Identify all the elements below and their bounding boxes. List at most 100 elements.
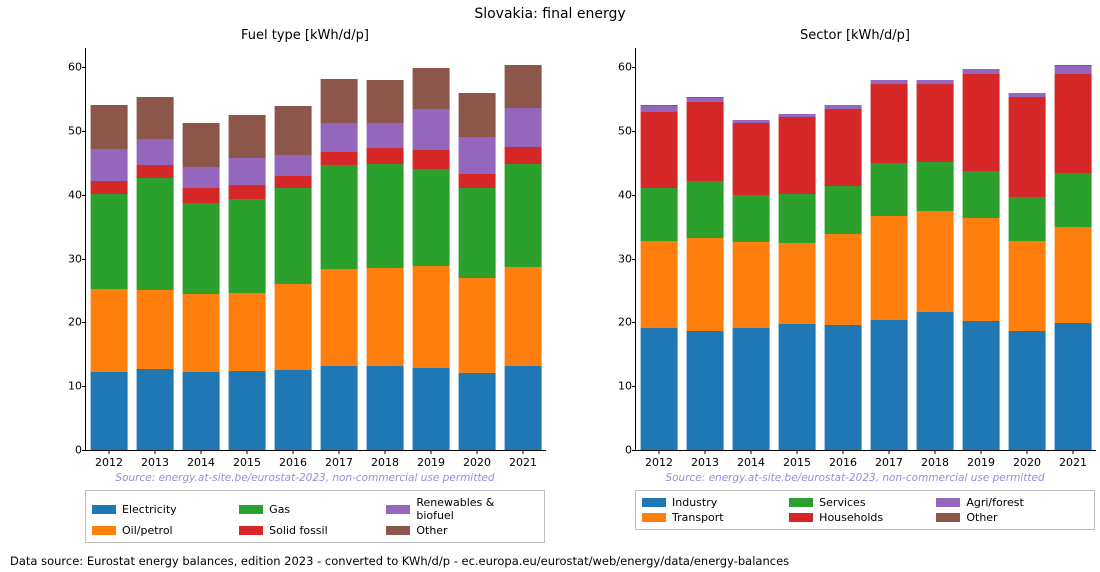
bar-segment: [183, 203, 220, 294]
left-source-note: Source: energy.at-site.be/eurostat-2023,…: [55, 472, 555, 484]
bar-segment: [1055, 65, 1092, 66]
legend-label: Gas: [269, 503, 290, 516]
bar-segment: [321, 152, 358, 165]
bar-segment: [413, 368, 450, 450]
legend-swatch: [789, 498, 813, 507]
bar-segment: [229, 115, 266, 158]
bar-segment: [505, 164, 542, 267]
bar-segment: [1055, 74, 1092, 174]
legend-label: Solid fossil: [269, 524, 327, 537]
x-tick-label: 2014: [187, 456, 215, 469]
bar-segment: [321, 269, 358, 367]
bar-segment: [275, 155, 312, 176]
bar-segment: [687, 102, 724, 181]
bar-segment: [963, 74, 1000, 172]
bar-segment: [137, 139, 174, 165]
legend-label: Industry: [672, 496, 717, 509]
bar-segment: [459, 188, 496, 278]
legend-item: Gas: [239, 495, 386, 523]
bar-segment: [505, 267, 542, 367]
bar-segment: [733, 242, 770, 328]
bar-segment: [871, 84, 908, 162]
x-tick-label: 2013: [141, 456, 169, 469]
bar-segment: [91, 181, 128, 194]
left-plot-area: 0102030405060201220132014201520162017201…: [85, 48, 546, 451]
bar-segment: [229, 371, 266, 450]
bar-segment: [825, 186, 862, 234]
legend-item: Services: [789, 495, 936, 510]
legend-swatch: [386, 505, 410, 514]
bar-segment: [275, 188, 312, 284]
bar-segment: [275, 370, 312, 450]
y-tick-label: 20: [606, 316, 632, 329]
right-source-note: Source: energy.at-site.be/eurostat-2023,…: [605, 472, 1100, 484]
legend-swatch: [789, 513, 813, 522]
bar-segment: [1009, 331, 1046, 450]
bar-segment: [917, 80, 954, 84]
x-tick-label: 2012: [95, 456, 123, 469]
bar-segment: [1055, 227, 1092, 323]
bar-segment: [413, 150, 450, 169]
x-tick-label: 2016: [279, 456, 307, 469]
legend-item: Other: [936, 510, 1083, 525]
legend-swatch: [239, 505, 263, 514]
legend-swatch: [642, 498, 666, 507]
legend-label: Other: [416, 524, 447, 537]
legend-label: Renewables & biofuel: [416, 496, 533, 522]
x-tick-label: 2018: [921, 456, 949, 469]
y-tick-label: 40: [606, 188, 632, 201]
bar-segment: [137, 290, 174, 369]
bar-segment: [825, 325, 862, 450]
bar-segment: [367, 268, 404, 366]
bar-segment: [459, 93, 496, 138]
bar-segment: [963, 321, 1000, 450]
bar-segment: [321, 165, 358, 269]
legend-item: Renewables & biofuel: [386, 495, 533, 523]
bar-segment: [275, 106, 312, 154]
left-subplot: Fuel type [kWh/d/p] 01020304050602012201…: [55, 30, 555, 480]
bar-segment: [825, 109, 862, 186]
bar-segment: [779, 243, 816, 325]
legend-item: Households: [789, 510, 936, 525]
bar-segment: [413, 68, 450, 109]
bar-segment: [641, 188, 678, 241]
bar-segment: [1009, 93, 1046, 97]
bar-segment: [183, 167, 220, 189]
bar-segment: [871, 80, 908, 84]
bar-segment: [91, 289, 128, 372]
bar-segment: [321, 123, 358, 152]
bar-segment: [825, 105, 862, 109]
legend-label: Agri/forest: [966, 496, 1024, 509]
legend-swatch: [936, 498, 960, 507]
y-tick-label: 50: [606, 124, 632, 137]
bar-segment: [917, 162, 954, 212]
bar-segment: [917, 211, 954, 312]
x-tick-label: 2015: [783, 456, 811, 469]
bar-segment: [229, 185, 266, 198]
bar-segment: [1009, 97, 1046, 197]
legend-item: Agri/forest: [936, 495, 1083, 510]
bar-segment: [459, 174, 496, 189]
x-tick-label: 2016: [829, 456, 857, 469]
bar-segment: [229, 158, 266, 185]
x-tick-label: 2019: [417, 456, 445, 469]
bar-segment: [367, 148, 404, 164]
legend-item: Oil/petrol: [92, 523, 239, 538]
bar-segment: [871, 163, 908, 217]
bar-segment: [963, 218, 1000, 321]
bar-segment: [459, 137, 496, 173]
bar-segment: [137, 369, 174, 450]
y-tick-label: 10: [56, 380, 82, 393]
left-axis-title: Fuel type [kWh/d/p]: [55, 28, 555, 43]
legend-item: Solid fossil: [239, 523, 386, 538]
y-tick-label: 60: [56, 61, 82, 74]
bar-segment: [1055, 65, 1092, 73]
bar-segment: [413, 109, 450, 150]
bar-segment: [321, 366, 358, 450]
x-tick-label: 2012: [645, 456, 673, 469]
footer-text: Data source: Eurostat energy balances, e…: [10, 554, 789, 568]
bar-segment: [917, 312, 954, 450]
bar-segment: [779, 114, 816, 117]
bar-segment: [687, 181, 724, 238]
right-subplot: Sector [kWh/d/p] 01020304050602012201320…: [605, 30, 1100, 480]
